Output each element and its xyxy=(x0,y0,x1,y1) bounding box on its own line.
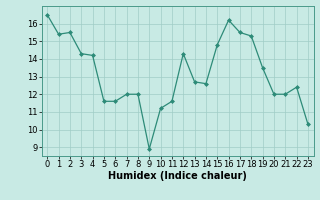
X-axis label: Humidex (Indice chaleur): Humidex (Indice chaleur) xyxy=(108,171,247,181)
